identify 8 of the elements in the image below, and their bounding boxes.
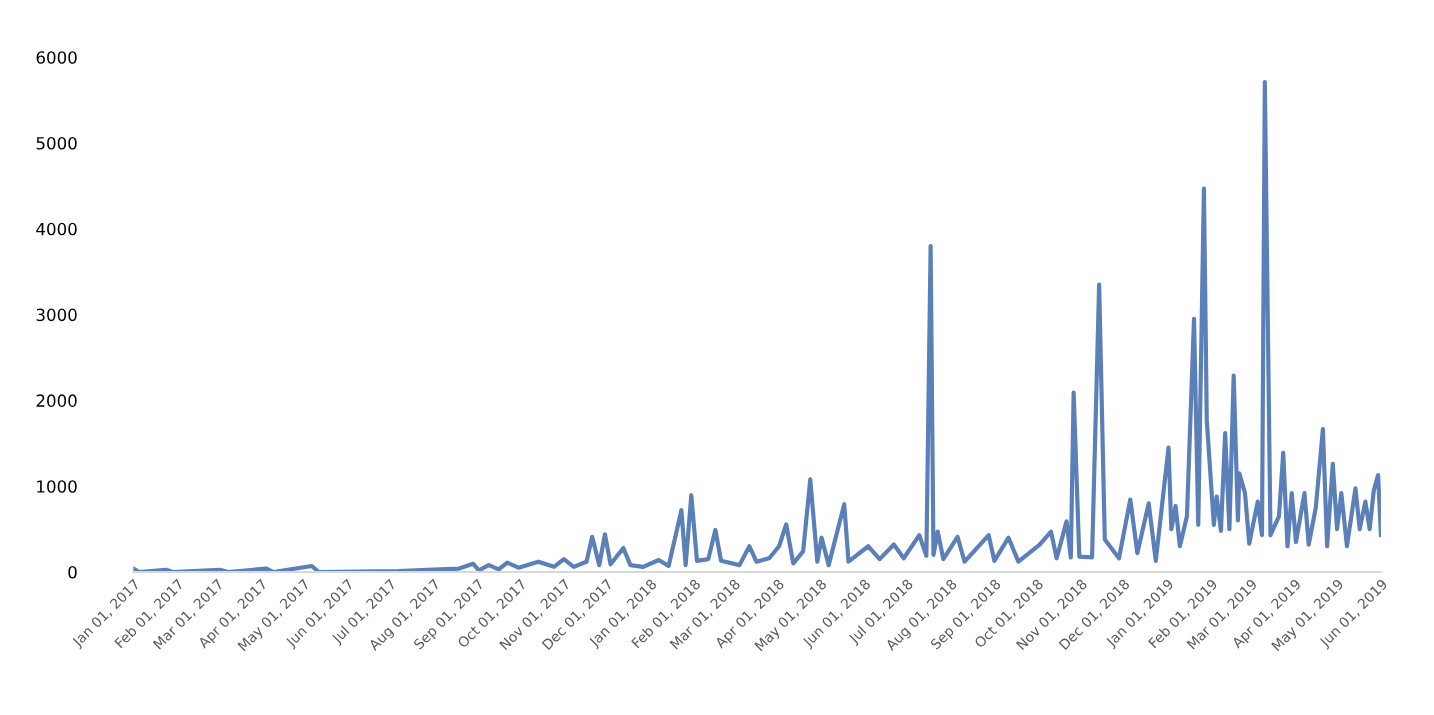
y-tick-label: 2000	[36, 394, 77, 407]
y-tick-label: 1000	[37, 480, 77, 493]
line-series	[133, 79, 1381, 572]
y-tick-label: 6000	[36, 51, 77, 64]
y-tick-label: 3000	[36, 308, 77, 322]
y-tick-label: 0	[68, 565, 77, 579]
y-tick-label: 5000	[36, 136, 77, 150]
y-tick-label: 4000	[36, 222, 77, 236]
